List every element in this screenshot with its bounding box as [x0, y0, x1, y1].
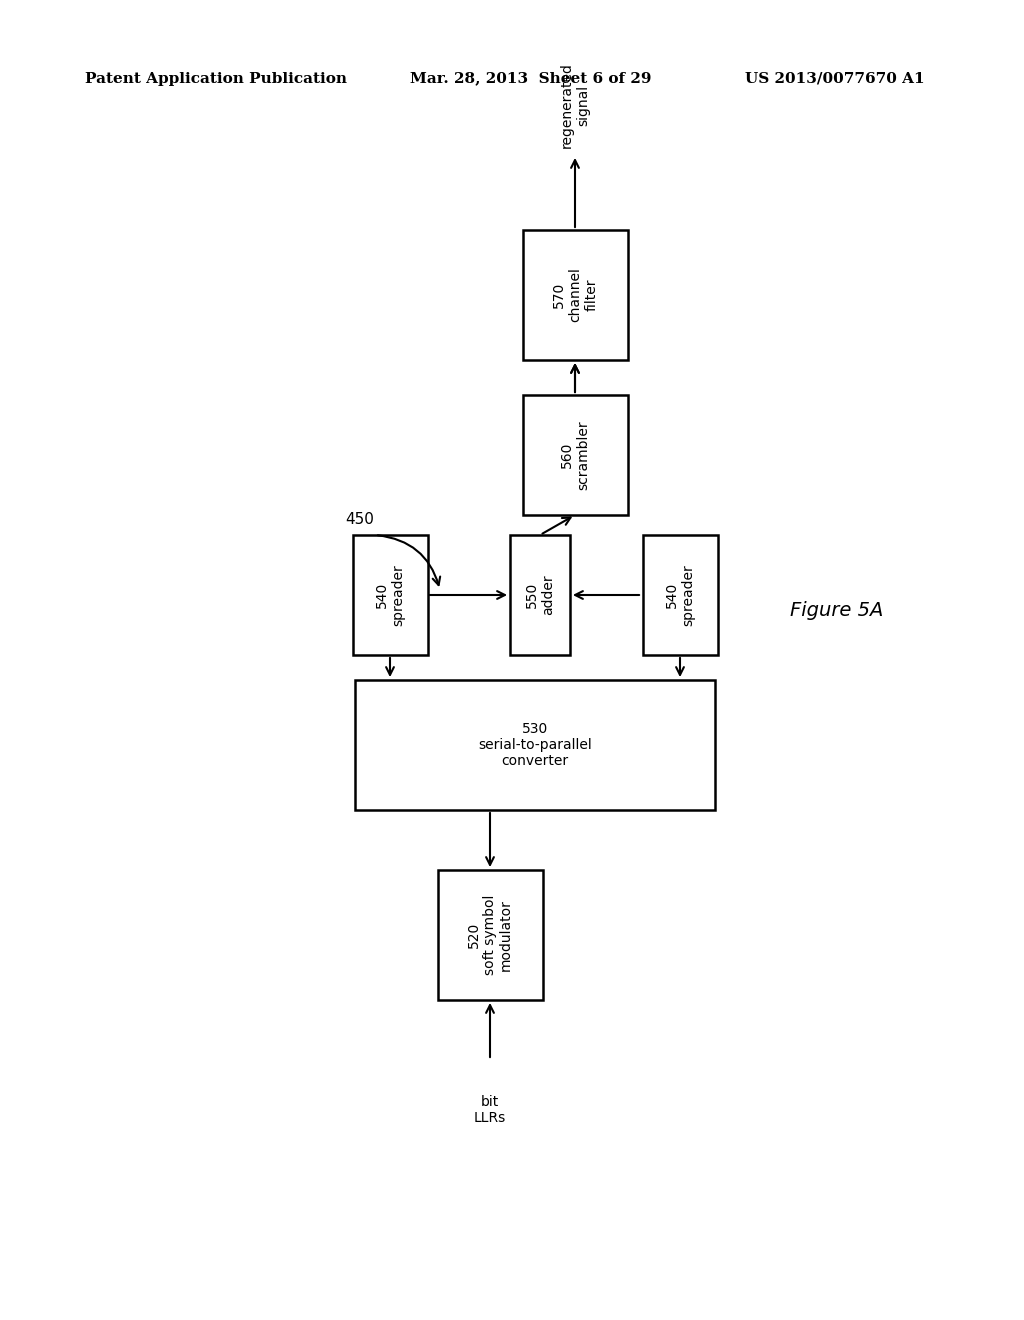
- Bar: [510, 535, 570, 655]
- Text: US 2013/0077670 A1: US 2013/0077670 A1: [745, 71, 925, 86]
- Text: 520
soft symbol
modulator: 520 soft symbol modulator: [467, 895, 513, 975]
- Text: 540
spreader: 540 spreader: [665, 564, 695, 626]
- Bar: [437, 870, 543, 1001]
- FancyArrowPatch shape: [378, 536, 440, 585]
- Text: Mar. 28, 2013  Sheet 6 of 29: Mar. 28, 2013 Sheet 6 of 29: [410, 71, 651, 86]
- Text: 530
serial-to-parallel
converter: 530 serial-to-parallel converter: [478, 722, 592, 768]
- Bar: [642, 535, 718, 655]
- Bar: [355, 680, 715, 810]
- Text: 570
channel
filter: 570 channel filter: [552, 268, 598, 322]
- Bar: [522, 230, 628, 360]
- Bar: [352, 535, 427, 655]
- Text: Patent Application Publication: Patent Application Publication: [85, 71, 347, 86]
- Text: 550
adder: 550 adder: [525, 574, 555, 615]
- Text: regenerated
signal: regenerated signal: [560, 62, 590, 148]
- Text: bit
LLRs: bit LLRs: [474, 1096, 506, 1125]
- Text: 540
spreader: 540 spreader: [375, 564, 406, 626]
- Bar: [522, 395, 628, 515]
- Text: Figure 5A: Figure 5A: [790, 601, 884, 619]
- Text: 450: 450: [345, 512, 374, 528]
- Text: 560
scrambler: 560 scrambler: [560, 420, 590, 490]
